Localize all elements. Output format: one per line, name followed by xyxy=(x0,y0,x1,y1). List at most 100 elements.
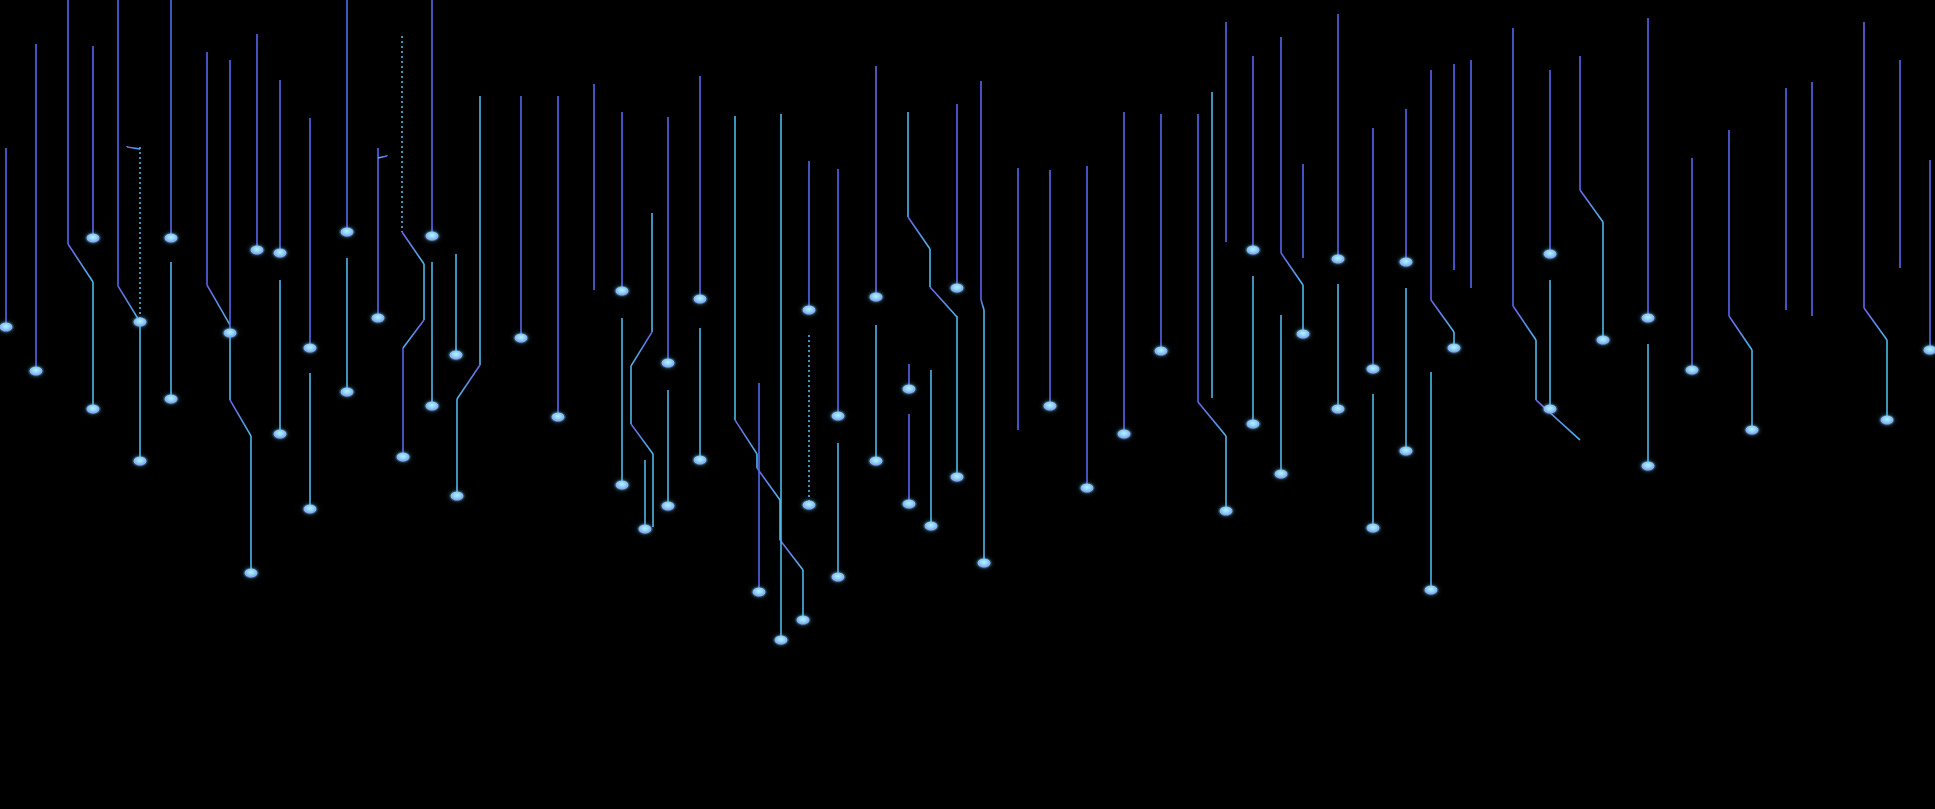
trace-node-dot xyxy=(164,394,178,404)
trace-node-dot xyxy=(371,313,385,323)
trace-node-dot xyxy=(802,305,816,315)
trace-jog xyxy=(630,423,654,455)
trace-node-dot xyxy=(802,500,816,510)
trace-node-dot xyxy=(1246,245,1260,255)
dots-layer xyxy=(0,226,1935,646)
trace-node-dot xyxy=(1543,404,1557,414)
trace-node-dot xyxy=(551,412,565,422)
trace-node-dot xyxy=(86,404,100,414)
trace-node-dot xyxy=(0,322,13,332)
trace-node-dot xyxy=(425,401,439,411)
trace-node-dot xyxy=(615,286,629,296)
trace-jog xyxy=(1512,305,1537,341)
trace-node-dot xyxy=(1745,425,1759,435)
trace-node-dot xyxy=(450,491,464,501)
trace-node-dot xyxy=(273,248,287,258)
trace-jog xyxy=(117,285,141,323)
trace-node-dot xyxy=(1424,585,1438,595)
trace-jog xyxy=(1430,299,1455,333)
trace-node-dot xyxy=(340,387,354,397)
trace-node-dot xyxy=(1399,257,1413,267)
trace-jog xyxy=(734,419,758,455)
trace-jog xyxy=(67,243,94,283)
trace-node-dot xyxy=(869,292,883,302)
trace-jog xyxy=(756,467,781,501)
trace-jog xyxy=(929,286,958,318)
trace-node-dot xyxy=(1219,506,1233,516)
trace-node-dot xyxy=(1331,254,1345,264)
trace-node-dot xyxy=(273,429,287,439)
trace-jog xyxy=(377,155,388,159)
trace-node-dot xyxy=(693,455,707,465)
trace-node-dot xyxy=(869,456,883,466)
trace-node-dot xyxy=(693,294,707,304)
trace-node-dot xyxy=(425,231,439,241)
trace-jog xyxy=(1728,315,1753,351)
trace-node-dot xyxy=(831,572,845,582)
trace-node-dot xyxy=(1296,329,1310,339)
trace-jog xyxy=(1197,401,1227,437)
trace-jog xyxy=(1280,252,1304,286)
trace-node-dot xyxy=(1923,345,1935,355)
trace-node-dot xyxy=(1880,415,1894,425)
trace-node-dot xyxy=(244,568,258,578)
trace-jog xyxy=(401,231,425,265)
trace-node-dot xyxy=(1043,401,1057,411)
trace-node-dot xyxy=(133,456,147,466)
trace-node-dot xyxy=(1596,335,1610,345)
traces-layer xyxy=(5,0,1931,640)
trace-node-dot xyxy=(1154,346,1168,356)
trace-node-dot xyxy=(1274,469,1288,479)
trace-jog xyxy=(779,539,804,571)
trace-node-dot xyxy=(86,233,100,243)
trace-node-dot xyxy=(950,283,964,293)
trace-node-dot xyxy=(396,452,410,462)
trace-node-dot xyxy=(902,384,916,394)
trace-jog xyxy=(980,299,985,311)
trace-node-dot xyxy=(661,358,675,368)
trace-node-dot xyxy=(303,504,317,514)
trace-jog xyxy=(630,331,653,367)
trace-node-dot xyxy=(977,558,991,568)
trace-node-dot xyxy=(250,245,264,255)
trace-jog xyxy=(126,146,141,150)
trace-node-dot xyxy=(902,499,916,509)
trace-node-dot xyxy=(164,233,178,243)
trace-jog xyxy=(1579,189,1604,223)
trace-node-dot xyxy=(1447,343,1461,353)
trace-node-dot xyxy=(514,333,528,343)
trace-node-dot xyxy=(1685,365,1699,375)
trace-node-dot xyxy=(752,587,766,597)
trace-jog xyxy=(206,284,231,326)
trace-node-dot xyxy=(774,635,788,645)
trace-jog xyxy=(1863,307,1888,341)
trace-node-dot xyxy=(1641,313,1655,323)
trace-node-dot xyxy=(638,524,652,534)
trace-node-dot xyxy=(1117,429,1131,439)
trace-jog xyxy=(229,399,252,437)
trace-node-dot xyxy=(924,521,938,531)
trace-node-dot xyxy=(615,480,629,490)
trace-node-dot xyxy=(29,366,43,376)
trace-node-dot xyxy=(303,343,317,353)
trace-node-dot xyxy=(1080,483,1094,493)
trace-node-dot xyxy=(1366,364,1380,374)
trace-node-dot xyxy=(950,472,964,482)
trace-jog xyxy=(402,319,425,349)
trace-jog xyxy=(907,216,931,250)
trace-node-dot xyxy=(133,317,147,327)
trace-node-dot xyxy=(340,227,354,237)
trace-jog xyxy=(456,364,481,400)
trace-node-dot xyxy=(449,350,463,360)
trace-node-dot xyxy=(831,411,845,421)
trace-node-dot xyxy=(1399,446,1413,456)
trace-node-dot xyxy=(661,501,675,511)
trace-node-dot xyxy=(1246,419,1260,429)
trace-node-dot xyxy=(1543,249,1557,259)
trace-node-dot xyxy=(1641,461,1655,471)
trace-node-dot xyxy=(1331,404,1345,414)
trace-node-dot xyxy=(223,328,237,338)
